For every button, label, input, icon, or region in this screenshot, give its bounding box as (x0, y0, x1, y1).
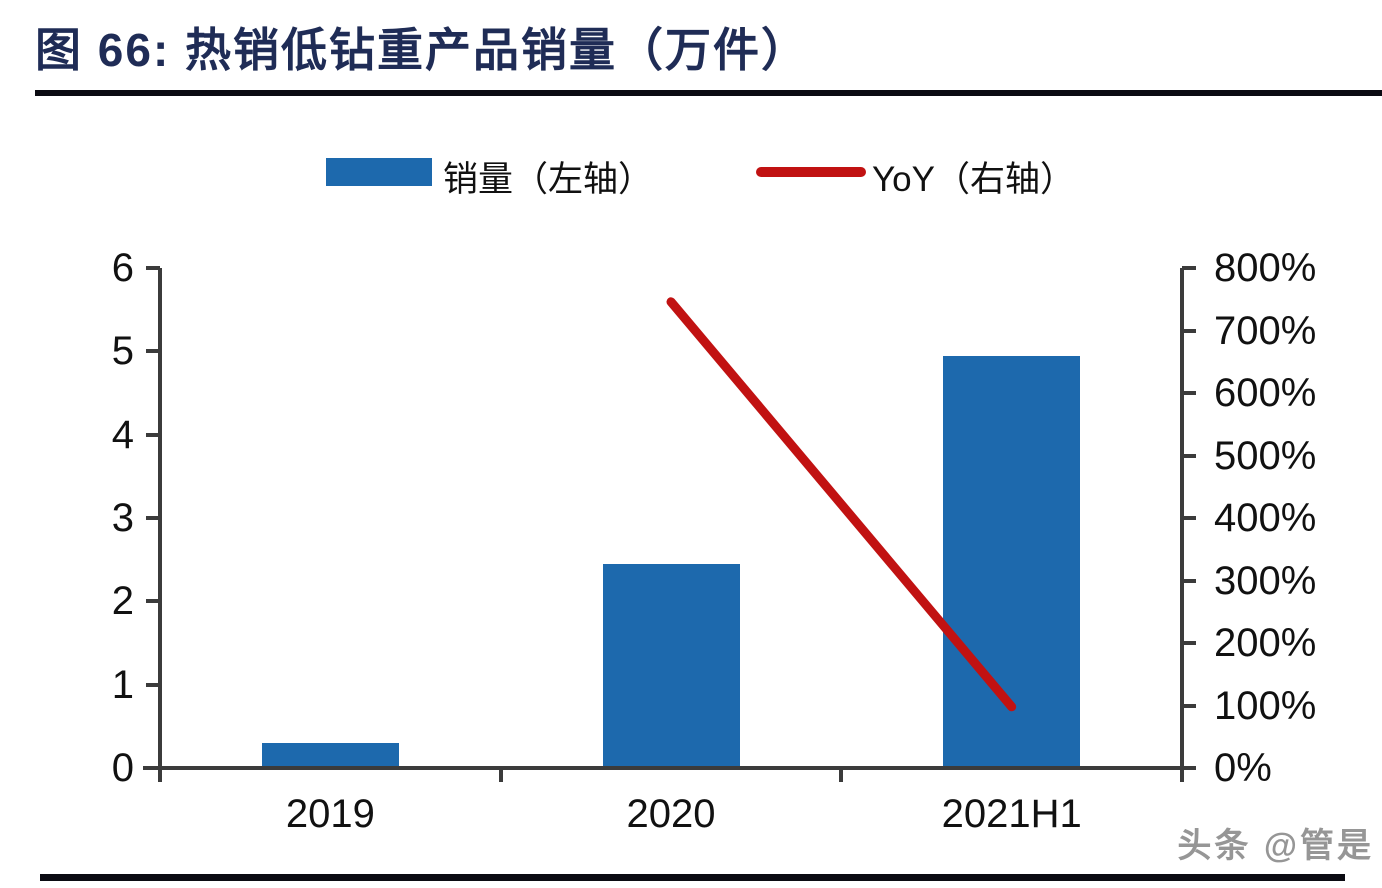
x-axis-tick (1180, 768, 1184, 782)
sales-bar-2019 (261, 743, 399, 768)
right-axis-tick (1182, 641, 1196, 645)
left-axis-tick (146, 766, 160, 770)
x-axis-category-label: 2021H1 (941, 792, 1082, 836)
watermark-text: 头条 @管是 (1177, 827, 1374, 865)
right-axis-tick-label: 400% (1214, 496, 1317, 540)
x-axis-tick (158, 768, 162, 782)
x-axis-category-label: 2019 (285, 792, 375, 836)
sales-bar-2020 (602, 563, 740, 768)
right-axis-tick (1182, 266, 1196, 270)
right-axis-tick-label: 0% (1214, 746, 1272, 790)
left-axis-tick (146, 682, 160, 687)
legend-line-swatch-icon (756, 167, 866, 177)
left-axis-line (158, 268, 162, 782)
left-axis-tick (146, 266, 160, 270)
x-axis-tick (839, 768, 844, 782)
x-axis-category-label: 2020 (626, 792, 716, 836)
left-axis-tick (146, 432, 160, 437)
left-axis-tick (146, 516, 160, 520)
right-axis-tick-label: 300% (1214, 558, 1317, 603)
sales-bar-2021H1 (943, 355, 1081, 768)
right-axis-tick (1182, 328, 1196, 333)
right-axis-tick (1182, 578, 1196, 583)
legend-label-yoy: YoY（右轴） (872, 160, 1075, 199)
right-axis-tick (1182, 453, 1196, 458)
figure-title: 图 66: 热销低钻重产品销量（万件） (35, 24, 810, 76)
left-axis-tick-label: 2 (111, 579, 134, 624)
left-axis-tick-label: 3 (111, 496, 134, 540)
figure-bottom-divider-line (40, 874, 1345, 881)
left-axis-tick (146, 599, 160, 604)
right-axis-tick (1182, 766, 1196, 770)
left-axis-tick-label: 6 (111, 246, 134, 290)
right-axis-tick-label: 700% (1214, 308, 1317, 353)
right-axis-tick-label: 100% (1214, 683, 1317, 728)
right-axis-tick (1182, 516, 1196, 520)
left-axis-tick (146, 349, 160, 354)
left-axis-tick-label: 4 (111, 412, 134, 457)
right-axis-tick-label: 600% (1214, 371, 1317, 415)
left-axis-tick-label: 0 (111, 746, 134, 790)
right-axis-tick (1182, 391, 1196, 395)
legend-label-sales: 销量（左轴） (443, 160, 654, 199)
title-divider-line (35, 90, 1382, 96)
left-axis-tick-label: 1 (111, 662, 134, 707)
legend-bar-swatch-icon (326, 158, 432, 186)
right-axis-tick-label: 200% (1214, 621, 1317, 665)
x-axis-line (143, 766, 1196, 770)
left-axis-tick-label: 5 (111, 329, 134, 374)
x-axis-tick (498, 768, 503, 782)
right-axis-line (1180, 268, 1184, 772)
right-axis-tick-label: 800% (1214, 246, 1317, 290)
right-axis-tick-label: 500% (1214, 433, 1317, 478)
right-axis-tick (1182, 703, 1196, 708)
